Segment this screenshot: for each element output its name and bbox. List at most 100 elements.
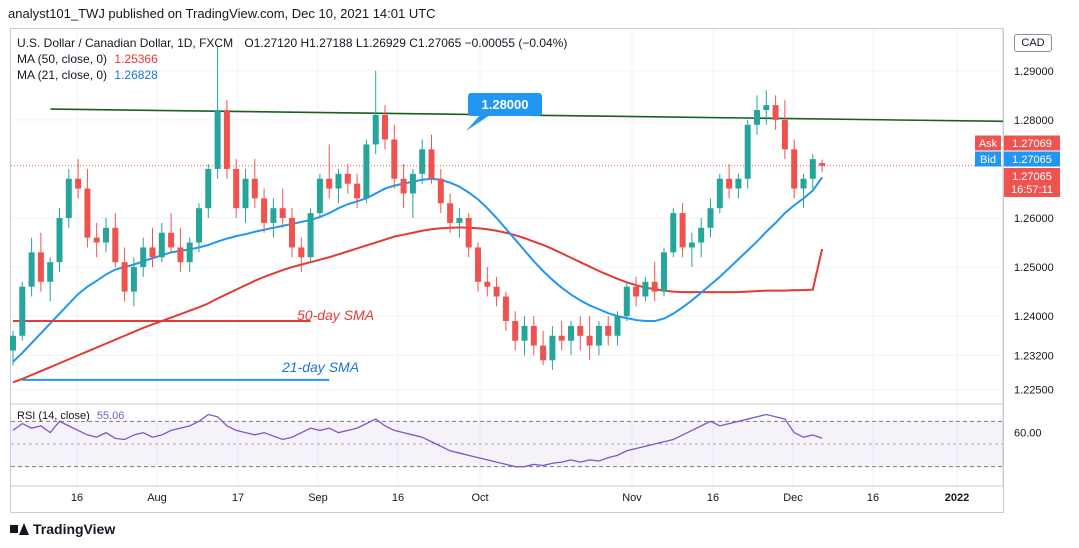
time-tick-label: Sep	[308, 492, 328, 504]
candle-body	[428, 149, 435, 179]
time-tick-label: Aug	[147, 492, 167, 504]
bar-countdown: 16:57:11	[1011, 184, 1053, 196]
candle-body	[540, 345, 547, 361]
candle-body	[65, 178, 72, 218]
candle	[754, 95, 760, 135]
candle-body	[577, 325, 584, 336]
currency-badge[interactable]: CAD	[1014, 34, 1052, 52]
candle-body	[158, 232, 165, 258]
time-tick-label: Oct	[471, 492, 488, 504]
candle	[75, 159, 82, 199]
candle	[400, 164, 407, 209]
candle	[56, 208, 63, 272]
symbol-name: U.S. Dollar / Canadian Dollar, 1D, FXCM	[17, 36, 234, 50]
ma21-label: MA (21, close, 0)	[17, 68, 108, 82]
candle-body	[354, 183, 361, 199]
candle	[363, 139, 370, 204]
sma50-annotation: 50-day SMA	[297, 307, 374, 323]
candle-body	[326, 178, 333, 189]
candle	[465, 213, 472, 258]
ma21-value: 1.26828	[114, 68, 158, 82]
candle	[261, 188, 268, 233]
time-axis-ticks: 16 Aug 17 Sep 16 Oct Nov 16 Dec 16 2022	[71, 492, 969, 504]
candle-body	[791, 149, 798, 189]
candle	[521, 316, 528, 356]
candle-body	[800, 178, 807, 189]
candle	[130, 257, 137, 307]
ohlc-values: O1.27120 H1.27188 L1.26929 C1.27065 −0.0…	[244, 36, 568, 50]
candle	[391, 124, 398, 189]
ma21-line	[12, 176, 823, 363]
candle-body	[819, 163, 826, 166]
ask-badge-tag	[975, 135, 1001, 151]
candle	[437, 168, 444, 214]
candle	[456, 208, 463, 238]
candle	[121, 247, 128, 302]
candle	[642, 276, 649, 302]
candle	[205, 164, 212, 218]
ask-badge: Ask 1.27069	[975, 135, 1060, 151]
candle-body	[400, 178, 407, 194]
candle	[530, 316, 537, 356]
candle	[614, 311, 621, 346]
candle-body	[475, 247, 481, 282]
moving-averages	[12, 176, 824, 384]
candle-body	[205, 168, 212, 209]
time-tick-label: 16	[707, 492, 719, 504]
candle	[37, 232, 44, 292]
candle	[223, 100, 230, 179]
candle-body	[502, 296, 509, 322]
legend-ma21: MA (21, close, 0) 1.26828	[17, 68, 158, 82]
candle	[707, 198, 714, 238]
candle-body	[568, 325, 574, 341]
candle-body	[744, 124, 751, 179]
publisher-line: analyst101_TWJ published on TradingView.…	[8, 6, 436, 21]
candle	[791, 139, 798, 199]
candle	[763, 90, 770, 125]
price-tick-label: 1.22500	[1014, 385, 1054, 397]
callout-box	[468, 93, 542, 116]
candle	[502, 291, 509, 331]
candle	[307, 208, 314, 263]
candle	[233, 159, 240, 218]
price-axis-ticks: 1.29000 1.28000 1.26000 1.25000 1.24000 1.232…	[1014, 66, 1054, 397]
candle	[372, 70, 379, 155]
candle-body	[698, 227, 705, 243]
price-tick-label: 1.23200	[1014, 350, 1054, 362]
candle-body	[530, 325, 537, 346]
candle-body	[679, 213, 686, 248]
candle-body	[763, 105, 770, 111]
candle	[289, 208, 295, 258]
candle-body	[214, 110, 221, 169]
candle-body	[233, 168, 240, 209]
candle	[484, 267, 491, 297]
candle-body	[242, 178, 249, 209]
candle-body	[623, 286, 630, 317]
candle	[19, 281, 26, 341]
candle-body	[140, 247, 147, 268]
candle	[28, 237, 35, 297]
candle	[670, 208, 677, 258]
candle-body	[595, 325, 602, 346]
candle	[447, 193, 454, 233]
bid-badge-label: Bid	[980, 154, 996, 166]
tradingview-footer[interactable]: TradingView	[10, 521, 115, 537]
candle	[409, 168, 416, 218]
callout-pointer	[466, 115, 490, 131]
candle-body	[37, 252, 44, 282]
candle	[558, 321, 565, 351]
candle-body	[56, 218, 63, 263]
bid-badge: Bid 1.27065	[975, 151, 1060, 167]
candle	[577, 316, 584, 351]
legend-rsi: RSI (14, close) 55.06	[17, 410, 124, 422]
candle-body	[316, 178, 323, 214]
price-tick-label: 1.29000	[1014, 66, 1054, 78]
legend-symbol-line: U.S. Dollar / Canadian Dollar, 1D, FXCM …	[17, 36, 567, 50]
candle	[84, 168, 91, 248]
candle	[512, 311, 519, 351]
price-tick-label: 1.25000	[1014, 262, 1054, 274]
price-tick-label: 1.28000	[1014, 115, 1054, 127]
rsi-line	[12, 413, 823, 468]
